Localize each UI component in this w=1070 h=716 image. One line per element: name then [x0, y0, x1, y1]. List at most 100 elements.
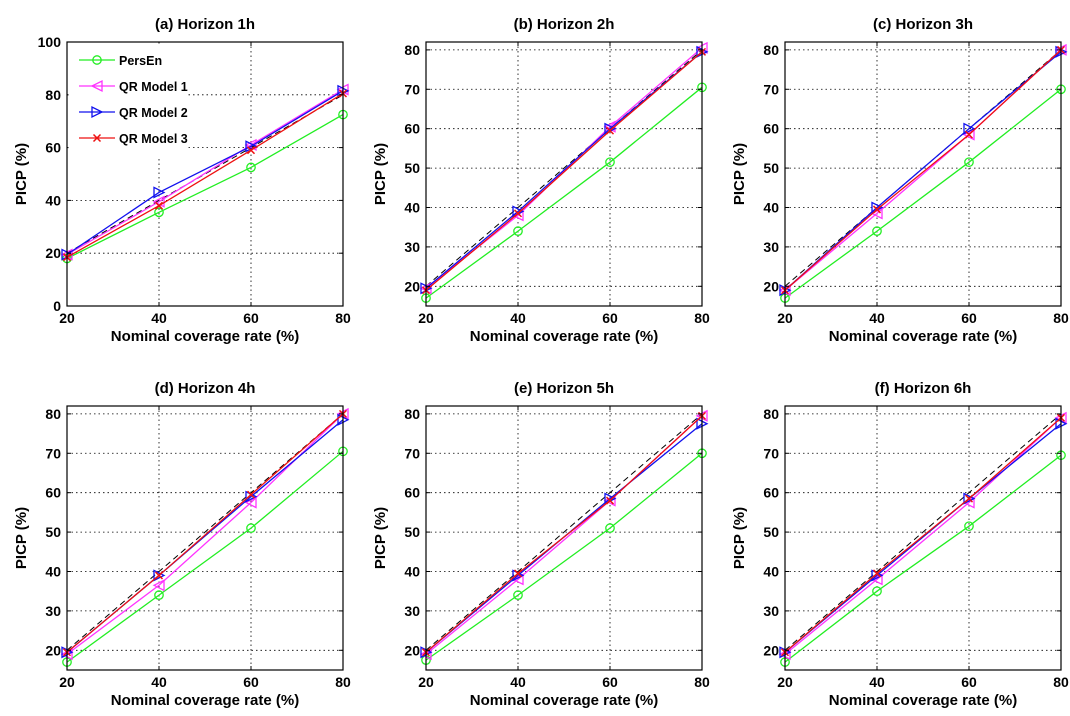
x-tick-label: 20	[59, 310, 75, 326]
y-tick-label: 70	[45, 445, 61, 461]
y-axis-label: PICP (%)	[13, 507, 30, 569]
data-point	[246, 146, 256, 155]
data-point	[244, 496, 257, 509]
reference-line	[66, 413, 344, 651]
y-tick-label: 30	[763, 239, 779, 255]
y-tick-label: 80	[404, 406, 420, 422]
series-line-1	[425, 86, 703, 299]
x-tick-label: 20	[777, 674, 793, 690]
legend-marker	[90, 79, 103, 93]
axes-frame	[425, 41, 703, 307]
series-line-4	[784, 49, 1062, 291]
series-line-2	[66, 88, 344, 256]
y-tick-label: 80	[763, 42, 779, 58]
data-point	[962, 496, 975, 509]
y-tick-label: 20	[763, 278, 779, 294]
data-point	[511, 573, 524, 586]
x-tick-label: 60	[602, 674, 618, 690]
x-tick-label: 60	[961, 674, 977, 690]
data-point	[605, 157, 615, 168]
data-point	[153, 569, 166, 582]
data-point	[872, 205, 882, 214]
y-tick-label: 60	[763, 485, 779, 501]
data-point	[964, 494, 974, 503]
legend-label: QR Model 1	[119, 80, 188, 94]
x-tick-label: 40	[510, 310, 526, 326]
series-line-3	[66, 90, 344, 256]
data-point	[872, 569, 882, 578]
legend-marker	[92, 55, 102, 65]
x-tick-label: 20	[59, 674, 75, 690]
x-axis-label: Nominal coverage rate (%)	[829, 692, 1017, 709]
chart-title: (e) Horizon 5h	[514, 380, 614, 397]
data-point	[513, 226, 523, 236]
data-point	[963, 492, 976, 505]
y-tick-label: 70	[404, 81, 420, 97]
series-line-1	[66, 450, 344, 663]
data-point	[246, 523, 256, 533]
legend: PersEn QR Model 1 QR Model 2 QR Model 3	[68, 43, 188, 159]
chart-panel-6: 20 40 60 80 20 30 40 50 60 70 80 (f) Horizon 6h Nomi…	[731, 380, 1069, 709]
plot-area	[426, 406, 702, 670]
series-line-3	[784, 423, 1062, 653]
y-tick-label: 20	[45, 245, 61, 261]
x-tick-label: 80	[694, 310, 710, 326]
series-line-3	[425, 51, 703, 289]
data-point	[964, 130, 974, 139]
data-point	[152, 195, 165, 208]
y-tick-label: 50	[763, 524, 779, 540]
axes-frame	[784, 405, 1062, 671]
series-line-4	[66, 92, 344, 258]
y-tick-label: 40	[45, 192, 61, 208]
data-point	[245, 140, 258, 153]
x-tick-label: 60	[961, 310, 977, 326]
chart-panel-3: 20 40 60 80 20 30 40 50 60 70 80 (c) Horizon 3h Nomi…	[731, 16, 1069, 345]
chart-title: (b) Horizon 2h	[514, 16, 615, 33]
data-point	[605, 496, 615, 505]
x-tick-label: 80	[335, 310, 351, 326]
y-tick-label: 30	[763, 603, 779, 619]
series-line-4	[425, 415, 703, 653]
legend-label: PersEn	[119, 54, 162, 68]
reference-line	[425, 413, 703, 651]
y-tick-label: 20	[763, 642, 779, 658]
x-tick-label: 80	[694, 674, 710, 690]
y-tick-label: 70	[763, 445, 779, 461]
chart-panel-4: 20 40 60 80 20 30 40 50 60 70 80 (d) Horizon 4h Nomi…	[13, 380, 351, 709]
x-tick-label: 60	[602, 310, 618, 326]
chart-panel-5: 20 40 60 80 20 30 40 50 60 70 80 (e) Horizon 5h Nomi…	[372, 380, 710, 709]
x-tick-label: 80	[1053, 310, 1069, 326]
data-point	[605, 523, 615, 533]
y-tick-label: 20	[404, 278, 420, 294]
x-axis-label: Nominal coverage rate (%)	[470, 328, 658, 345]
data-point	[152, 579, 165, 592]
data-point	[154, 571, 164, 580]
data-point	[154, 201, 164, 210]
y-tick-label: 60	[404, 485, 420, 501]
data-point	[605, 126, 615, 135]
data-point	[513, 209, 523, 218]
y-tick-label: 80	[45, 87, 61, 103]
legend-label: QR Model 2	[119, 106, 188, 120]
y-tick-label: 20	[45, 642, 61, 658]
y-tick-label: 60	[404, 121, 420, 137]
y-tick-label: 70	[763, 81, 779, 97]
reference-line	[425, 49, 703, 287]
y-tick-label: 20	[404, 642, 420, 658]
y-tick-label: 30	[404, 603, 420, 619]
y-tick-label: 80	[763, 406, 779, 422]
y-tick-label: 40	[763, 563, 779, 579]
y-axis-label: PICP (%)	[731, 507, 748, 569]
chart-title: (c) Horizon 3h	[873, 16, 973, 33]
data-point	[872, 226, 882, 236]
y-tick-label: 80	[404, 42, 420, 58]
data-point	[872, 586, 882, 597]
y-tick-label: 50	[404, 524, 420, 540]
x-axis-label: Nominal coverage rate (%)	[470, 692, 658, 709]
axes-frame	[425, 405, 703, 671]
y-tick-label: 50	[404, 160, 420, 176]
plot-area	[67, 406, 343, 670]
series-line-1	[784, 88, 1062, 299]
